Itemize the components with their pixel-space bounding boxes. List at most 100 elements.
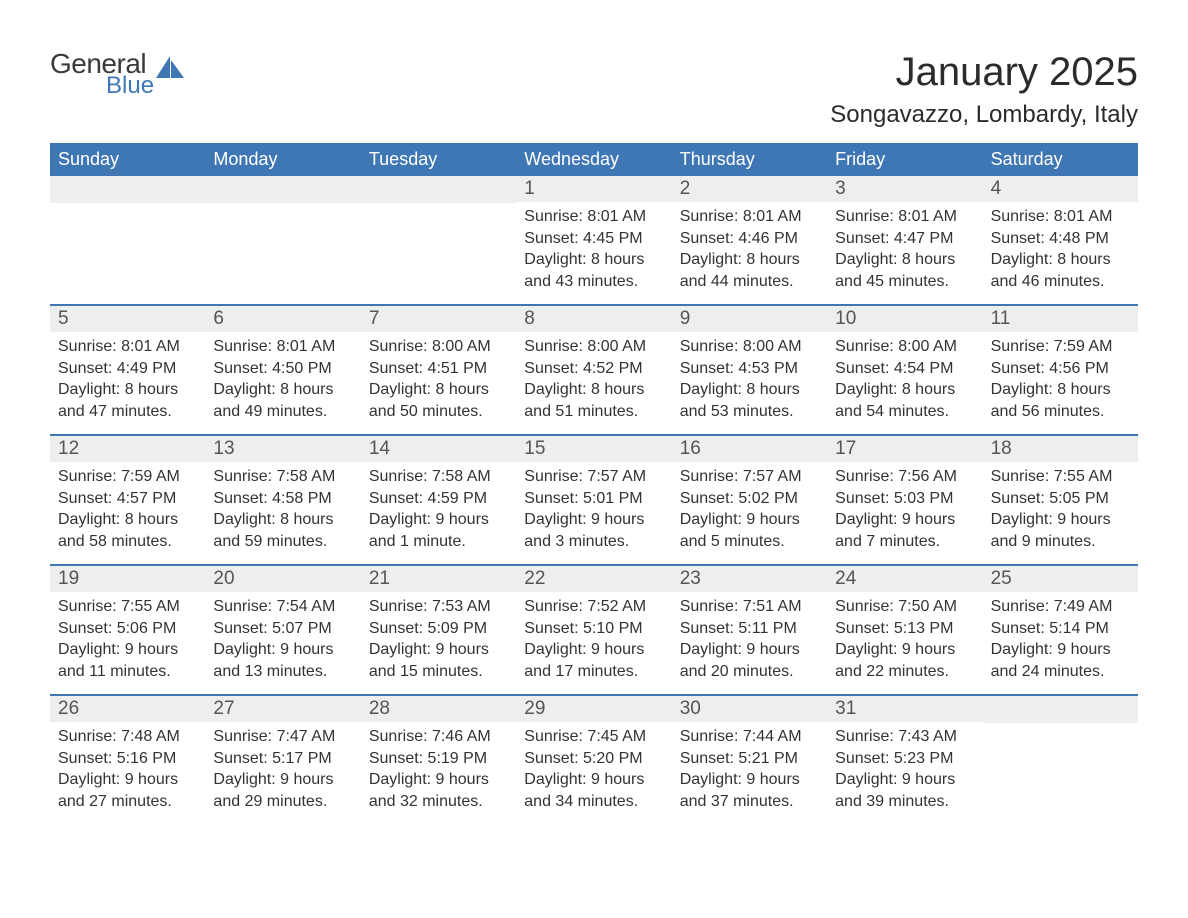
week-row: 19Sunrise: 7:55 AMSunset: 5:06 PMDayligh… — [50, 564, 1138, 694]
day-number: 15 — [516, 436, 671, 462]
sunset-line: Sunset: 4:47 PM — [835, 228, 974, 250]
day-cell: 3Sunrise: 8:01 AMSunset: 4:47 PMDaylight… — [827, 176, 982, 304]
day-number: 26 — [50, 696, 205, 722]
day-content: Sunrise: 7:59 AMSunset: 4:57 PMDaylight:… — [50, 462, 205, 560]
day-number: 9 — [672, 306, 827, 332]
day-number: 30 — [672, 696, 827, 722]
day-content: Sunrise: 7:47 AMSunset: 5:17 PMDaylight:… — [205, 722, 360, 820]
week-row: 26Sunrise: 7:48 AMSunset: 5:16 PMDayligh… — [50, 694, 1138, 824]
daylight-line-2: and 50 minutes. — [369, 401, 508, 423]
day-cell: 16Sunrise: 7:57 AMSunset: 5:02 PMDayligh… — [672, 436, 827, 564]
daylight-line-1: Daylight: 9 hours — [369, 509, 508, 531]
day-cell: 7Sunrise: 8:00 AMSunset: 4:51 PMDaylight… — [361, 306, 516, 434]
weekday-thursday: Thursday — [672, 143, 827, 176]
day-content: Sunrise: 8:00 AMSunset: 4:51 PMDaylight:… — [361, 332, 516, 430]
weekday-tuesday: Tuesday — [361, 143, 516, 176]
day-number: 21 — [361, 566, 516, 592]
sunset-line: Sunset: 5:23 PM — [835, 748, 974, 770]
week-row: 1Sunrise: 8:01 AMSunset: 4:45 PMDaylight… — [50, 176, 1138, 304]
day-number: 6 — [205, 306, 360, 332]
sunrise-line: Sunrise: 7:54 AM — [213, 596, 352, 618]
day-number: 13 — [205, 436, 360, 462]
sunset-line: Sunset: 5:01 PM — [524, 488, 663, 510]
daylight-line-1: Daylight: 8 hours — [524, 249, 663, 271]
day-cell: 28Sunrise: 7:46 AMSunset: 5:19 PMDayligh… — [361, 696, 516, 824]
week-row: 12Sunrise: 7:59 AMSunset: 4:57 PMDayligh… — [50, 434, 1138, 564]
sunrise-line: Sunrise: 7:46 AM — [369, 726, 508, 748]
daylight-line-1: Daylight: 9 hours — [58, 769, 197, 791]
sunset-line: Sunset: 4:45 PM — [524, 228, 663, 250]
daylight-line-2: and 45 minutes. — [835, 271, 974, 293]
day-cell: 21Sunrise: 7:53 AMSunset: 5:09 PMDayligh… — [361, 566, 516, 694]
daylight-line-1: Daylight: 9 hours — [524, 509, 663, 531]
day-content: Sunrise: 7:50 AMSunset: 5:13 PMDaylight:… — [827, 592, 982, 690]
day-cell: 24Sunrise: 7:50 AMSunset: 5:13 PMDayligh… — [827, 566, 982, 694]
sunrise-line: Sunrise: 7:59 AM — [58, 466, 197, 488]
day-content: Sunrise: 7:44 AMSunset: 5:21 PMDaylight:… — [672, 722, 827, 820]
day-cell: 27Sunrise: 7:47 AMSunset: 5:17 PMDayligh… — [205, 696, 360, 824]
day-content: Sunrise: 7:59 AMSunset: 4:56 PMDaylight:… — [983, 332, 1138, 430]
sunset-line: Sunset: 5:21 PM — [680, 748, 819, 770]
sunset-line: Sunset: 5:13 PM — [835, 618, 974, 640]
day-cell: 29Sunrise: 7:45 AMSunset: 5:20 PMDayligh… — [516, 696, 671, 824]
sunset-line: Sunset: 5:02 PM — [680, 488, 819, 510]
daylight-line-2: and 51 minutes. — [524, 401, 663, 423]
day-cell: 8Sunrise: 8:00 AMSunset: 4:52 PMDaylight… — [516, 306, 671, 434]
sunset-line: Sunset: 4:48 PM — [991, 228, 1130, 250]
daylight-line-2: and 56 minutes. — [991, 401, 1130, 423]
day-number: 8 — [516, 306, 671, 332]
daylight-line-2: and 29 minutes. — [213, 791, 352, 813]
daylight-line-2: and 44 minutes. — [680, 271, 819, 293]
daylight-line-2: and 1 minute. — [369, 531, 508, 553]
sunset-line: Sunset: 5:11 PM — [680, 618, 819, 640]
day-content: Sunrise: 8:00 AMSunset: 4:53 PMDaylight:… — [672, 332, 827, 430]
sunset-line: Sunset: 5:06 PM — [58, 618, 197, 640]
logo: General Blue — [50, 50, 184, 98]
sunset-line: Sunset: 5:10 PM — [524, 618, 663, 640]
sunset-line: Sunset: 5:07 PM — [213, 618, 352, 640]
day-content: Sunrise: 7:56 AMSunset: 5:03 PMDaylight:… — [827, 462, 982, 560]
daylight-line-1: Daylight: 8 hours — [58, 379, 197, 401]
daylight-line-1: Daylight: 9 hours — [369, 769, 508, 791]
empty-day-cell — [205, 176, 360, 304]
sunrise-line: Sunrise: 7:49 AM — [991, 596, 1130, 618]
day-content: Sunrise: 7:51 AMSunset: 5:11 PMDaylight:… — [672, 592, 827, 690]
sunset-line: Sunset: 5:20 PM — [524, 748, 663, 770]
sail-icon — [156, 56, 184, 78]
day-number: 10 — [827, 306, 982, 332]
day-cell: 10Sunrise: 8:00 AMSunset: 4:54 PMDayligh… — [827, 306, 982, 434]
day-content: Sunrise: 7:58 AMSunset: 4:58 PMDaylight:… — [205, 462, 360, 560]
day-content: Sunrise: 7:55 AMSunset: 5:05 PMDaylight:… — [983, 462, 1138, 560]
day-cell: 17Sunrise: 7:56 AMSunset: 5:03 PMDayligh… — [827, 436, 982, 564]
day-content: Sunrise: 7:43 AMSunset: 5:23 PMDaylight:… — [827, 722, 982, 820]
daylight-line-1: Daylight: 9 hours — [524, 639, 663, 661]
empty-day-band — [205, 176, 360, 203]
day-content: Sunrise: 7:49 AMSunset: 5:14 PMDaylight:… — [983, 592, 1138, 690]
day-content: Sunrise: 8:01 AMSunset: 4:49 PMDaylight:… — [50, 332, 205, 430]
sunrise-line: Sunrise: 7:59 AM — [991, 336, 1130, 358]
sunrise-line: Sunrise: 7:43 AM — [835, 726, 974, 748]
daylight-line-2: and 22 minutes. — [835, 661, 974, 683]
day-cell: 13Sunrise: 7:58 AMSunset: 4:58 PMDayligh… — [205, 436, 360, 564]
day-content: Sunrise: 8:01 AMSunset: 4:48 PMDaylight:… — [983, 202, 1138, 300]
day-content: Sunrise: 7:58 AMSunset: 4:59 PMDaylight:… — [361, 462, 516, 560]
sunset-line: Sunset: 4:51 PM — [369, 358, 508, 380]
weekday-monday: Monday — [205, 143, 360, 176]
day-cell: 6Sunrise: 8:01 AMSunset: 4:50 PMDaylight… — [205, 306, 360, 434]
sunrise-line: Sunrise: 8:01 AM — [524, 206, 663, 228]
daylight-line-2: and 17 minutes. — [524, 661, 663, 683]
daylight-line-1: Daylight: 8 hours — [58, 509, 197, 531]
day-number: 23 — [672, 566, 827, 592]
daylight-line-1: Daylight: 9 hours — [213, 769, 352, 791]
weekday-header-row: SundayMondayTuesdayWednesdayThursdayFrid… — [50, 143, 1138, 176]
sunset-line: Sunset: 5:17 PM — [213, 748, 352, 770]
daylight-line-2: and 34 minutes. — [524, 791, 663, 813]
sunrise-line: Sunrise: 8:00 AM — [369, 336, 508, 358]
day-content: Sunrise: 7:52 AMSunset: 5:10 PMDaylight:… — [516, 592, 671, 690]
daylight-line-2: and 15 minutes. — [369, 661, 508, 683]
title-block: January 2025 Songavazzo, Lombardy, Italy — [830, 50, 1138, 129]
daylight-line-1: Daylight: 8 hours — [835, 379, 974, 401]
sunrise-line: Sunrise: 7:45 AM — [524, 726, 663, 748]
sunrise-line: Sunrise: 8:01 AM — [213, 336, 352, 358]
day-number: 22 — [516, 566, 671, 592]
